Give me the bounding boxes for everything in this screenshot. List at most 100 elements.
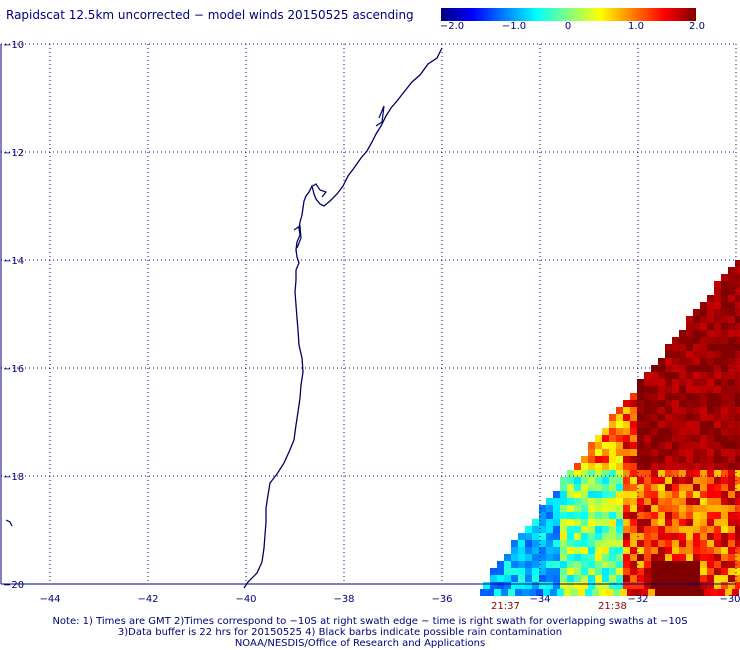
swath-cell <box>616 470 623 477</box>
swath-cell <box>735 498 740 505</box>
swath-cell <box>567 554 574 561</box>
swath-cell <box>560 575 567 582</box>
swath-cell <box>644 498 651 505</box>
swath-cell <box>581 505 588 512</box>
swath-cell <box>700 554 707 561</box>
swath-cell <box>686 484 693 491</box>
swath-cell <box>658 407 665 414</box>
colorbar <box>441 8 696 21</box>
footnote-line: 3)Data buffer is 22 hrs for 20150525 4) … <box>117 627 563 638</box>
swath-cell <box>602 477 609 484</box>
swath-cell <box>714 281 721 288</box>
swath-cell <box>686 337 693 344</box>
swath-cell <box>700 540 707 547</box>
swath-cell <box>658 505 665 512</box>
swath-cell <box>721 470 728 477</box>
swath-cell <box>714 456 721 463</box>
swath-cell <box>686 358 693 365</box>
swath-cell <box>700 512 707 519</box>
swath-cell <box>620 589 627 596</box>
swath-cell <box>609 491 616 498</box>
swath-cell <box>721 526 728 533</box>
swath-cell <box>651 484 658 491</box>
swath-cell <box>728 526 735 533</box>
swath-cell <box>539 582 546 589</box>
swath-cell <box>693 540 700 547</box>
swath-cell <box>595 540 602 547</box>
swath-cell <box>658 526 665 533</box>
swath-cell <box>567 491 574 498</box>
swath-cell <box>735 491 740 498</box>
swath-cell <box>644 456 651 463</box>
swath-cell <box>721 274 728 281</box>
swath-cell <box>686 316 693 323</box>
swath-cell <box>553 561 560 568</box>
swath-cell <box>546 568 553 575</box>
swath-cell <box>581 526 588 533</box>
swath-cell <box>595 575 602 582</box>
swath-cell <box>571 589 578 596</box>
swath-cell <box>504 554 511 561</box>
swath-cell <box>721 505 728 512</box>
swath-cell <box>686 512 693 519</box>
swath-cell <box>644 407 651 414</box>
swath-cell <box>560 484 567 491</box>
swath-cell <box>595 512 602 519</box>
longitude-tick-label: −42 <box>137 594 158 605</box>
swath-cell <box>728 442 735 449</box>
swath-cell <box>623 470 630 477</box>
swath-cell <box>686 435 693 442</box>
swath-cell <box>714 449 721 456</box>
swath-cell <box>735 428 740 435</box>
swath-cell <box>721 477 728 484</box>
swath-cell <box>672 456 679 463</box>
swath-cell <box>672 512 679 519</box>
swath-cell <box>735 442 740 449</box>
swath-cell <box>616 547 623 554</box>
longitude-tick-label: −44 <box>39 594 60 605</box>
swath-cell <box>525 526 532 533</box>
swath-cell <box>623 498 630 505</box>
swath-cell <box>693 470 700 477</box>
swath-cell <box>721 582 728 589</box>
swath-cell <box>700 379 707 386</box>
swath-cell <box>651 568 658 575</box>
swath-cell <box>595 505 602 512</box>
swath-cell <box>651 449 658 456</box>
swath-cell <box>679 456 686 463</box>
swath-cell <box>735 414 740 421</box>
swath-cell <box>651 442 658 449</box>
swath-cell <box>707 337 714 344</box>
swath-cell <box>525 561 532 568</box>
swath-cell <box>581 519 588 526</box>
swath-cell <box>721 435 728 442</box>
swath-cell <box>609 484 616 491</box>
swath-cell <box>560 582 567 589</box>
swath-cell <box>728 421 735 428</box>
swath-cell <box>707 477 714 484</box>
swath-cell <box>648 589 655 596</box>
swath-cell <box>525 554 532 561</box>
swath-cell <box>560 512 567 519</box>
swath-cell <box>560 519 567 526</box>
swath-cell <box>672 540 679 547</box>
swath-cell <box>728 582 735 589</box>
swath-cell <box>518 533 525 540</box>
swath-cell <box>665 561 672 568</box>
swath-cell <box>686 351 693 358</box>
swath-cell <box>616 407 623 414</box>
swath-cell <box>728 407 735 414</box>
latitude-tick-labels: −10 −12 −14 −16 −18 −20 <box>3 40 24 591</box>
swath-time-label: 21:37 <box>491 601 520 612</box>
swath-cell <box>707 561 714 568</box>
swath-cell <box>693 351 700 358</box>
swath-cell <box>623 568 630 575</box>
swath-cell <box>651 547 658 554</box>
swath-cell <box>714 393 721 400</box>
swath-cell <box>609 512 616 519</box>
swath-cell <box>728 323 735 330</box>
swath-cell <box>644 414 651 421</box>
coastline-inlet <box>312 183 328 198</box>
swath-cell <box>686 470 693 477</box>
swath-cell <box>616 463 623 470</box>
